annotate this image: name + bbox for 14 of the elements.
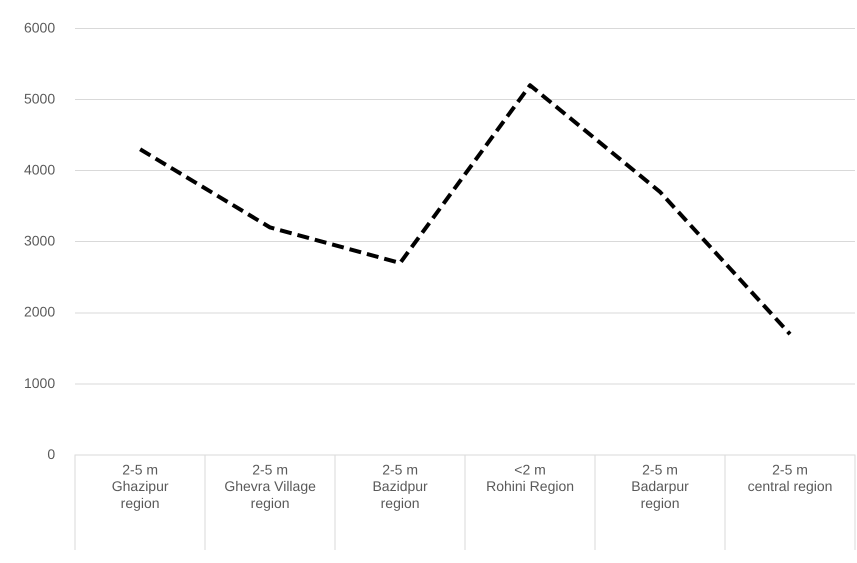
x-tick-label: 2-5 m Badarpur region	[631, 461, 690, 511]
x-tick-label: 2-5 m Ghazipur region	[112, 461, 169, 511]
y-tick-label: 4000	[24, 161, 56, 178]
line-series	[138, 83, 792, 336]
y-tick-label: 6000	[24, 19, 56, 36]
y-tick-label: 0	[47, 446, 56, 462]
x-tick-label: 2-5 m Bazidpur region	[372, 461, 428, 511]
y-tick-label: 3000	[24, 232, 56, 249]
x-tick-label: 2-5 m central region	[748, 461, 832, 494]
y-tick-label: 5000	[24, 90, 56, 106]
x-tick-label: <2 m Rohini Region	[486, 461, 574, 494]
x-tick-label: 2-5 m Ghevra Village region	[224, 461, 316, 511]
y-tick-label: 2000	[24, 304, 56, 320]
y-tick-label: 1000	[24, 374, 56, 391]
